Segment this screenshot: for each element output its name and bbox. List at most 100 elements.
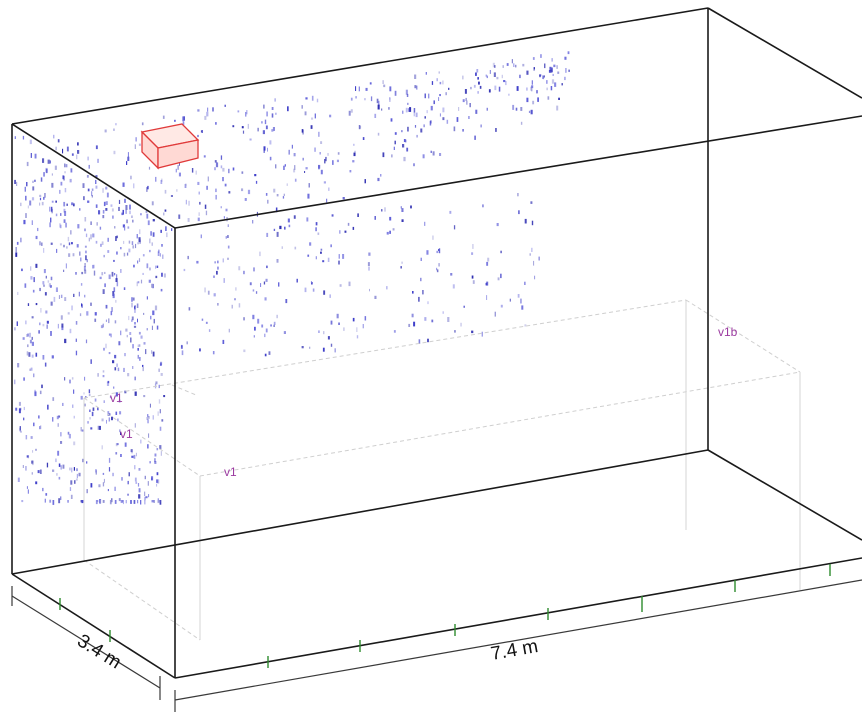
particle: [316, 98, 319, 103]
particle: [182, 116, 184, 122]
particle: [409, 107, 412, 112]
particle: [332, 160, 334, 165]
particle: [106, 192, 109, 198]
particle: [281, 246, 283, 249]
particle: [128, 472, 130, 477]
particle: [71, 305, 73, 311]
particle: [238, 266, 241, 271]
particle: [178, 214, 181, 219]
particle: [75, 321, 78, 325]
particle: [72, 253, 75, 257]
particle: [146, 296, 148, 300]
particle: [394, 132, 397, 135]
particle: [463, 305, 465, 308]
particle: [158, 399, 161, 404]
particle: [102, 370, 105, 373]
particle: [472, 280, 475, 284]
particle: [456, 117, 459, 122]
particle: [114, 367, 117, 371]
particle: [176, 189, 178, 192]
particle: [45, 275, 47, 279]
particle: [137, 318, 138, 323]
particle: [364, 179, 366, 184]
particle: [111, 271, 114, 277]
particle: [112, 472, 114, 477]
particle: [155, 275, 158, 279]
particle: [164, 209, 167, 212]
particle: [129, 332, 132, 335]
particle: [47, 159, 50, 164]
particle: [262, 130, 265, 135]
particle: [46, 462, 49, 468]
particle: [447, 317, 450, 322]
particle: [155, 176, 157, 182]
particle: [27, 303, 30, 306]
particle: [522, 63, 525, 67]
particle: [196, 260, 199, 264]
particle: [25, 435, 28, 440]
particle: [18, 401, 21, 406]
particle: [111, 208, 114, 212]
particle: [116, 251, 118, 255]
particle: [265, 278, 268, 282]
particle: [43, 196, 45, 200]
particle: [389, 97, 391, 102]
particle: [342, 197, 345, 200]
particle: [106, 381, 110, 386]
particle: [381, 108, 383, 111]
particle: [39, 194, 42, 197]
particle: [84, 228, 86, 232]
particle: [148, 279, 151, 283]
particle: [90, 483, 93, 488]
particle: [126, 161, 128, 165]
particle: [565, 68, 567, 73]
particle: [42, 355, 45, 360]
particle: [86, 461, 88, 464]
particle: [152, 232, 155, 237]
particle: [126, 252, 129, 256]
particle: [155, 265, 157, 269]
particle: [39, 390, 42, 395]
particle: [468, 116, 470, 119]
particle: [85, 250, 87, 254]
particle: [318, 165, 320, 170]
particle: [237, 110, 240, 113]
length-dimension-label: 7.4 m: [489, 636, 539, 665]
particle: [142, 272, 144, 275]
particle: [148, 166, 151, 170]
particle: [356, 327, 358, 332]
particle: [349, 170, 352, 173]
particle: [129, 204, 131, 210]
particle: [368, 266, 370, 271]
particle: [29, 339, 32, 344]
particle: [377, 177, 380, 182]
particle: [138, 331, 141, 335]
particle: [540, 54, 542, 58]
particle: [21, 268, 23, 272]
particle: [53, 134, 55, 139]
particle: [68, 253, 71, 257]
particle: [531, 220, 534, 226]
particle: [439, 94, 441, 97]
particle: [547, 96, 550, 100]
particle: [424, 317, 427, 321]
particle: [118, 206, 120, 211]
particle: [124, 353, 126, 357]
particle: [157, 500, 160, 504]
particle: [51, 173, 53, 176]
particle: [462, 75, 464, 80]
particle: [85, 339, 88, 344]
particle: [350, 109, 353, 113]
particle: [252, 314, 255, 320]
particle: [160, 451, 162, 456]
particle: [469, 103, 471, 108]
particle: [63, 244, 65, 248]
particle: [327, 257, 330, 262]
particle: [120, 330, 122, 336]
particle: [108, 274, 111, 280]
particle: [70, 480, 73, 485]
particle: [181, 350, 184, 356]
particle: [31, 316, 34, 319]
particle: [164, 189, 167, 194]
particle: [486, 75, 488, 79]
